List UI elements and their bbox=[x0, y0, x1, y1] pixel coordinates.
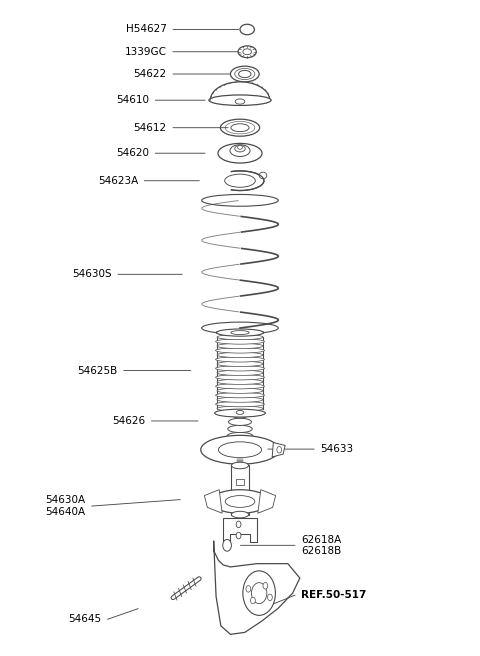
Polygon shape bbox=[223, 518, 257, 542]
Ellipse shape bbox=[220, 119, 260, 136]
Text: 54630A
54640A: 54630A 54640A bbox=[45, 495, 85, 517]
Ellipse shape bbox=[216, 366, 264, 371]
Ellipse shape bbox=[217, 361, 263, 367]
Circle shape bbox=[246, 586, 251, 592]
Circle shape bbox=[236, 532, 241, 539]
Ellipse shape bbox=[238, 146, 242, 150]
Ellipse shape bbox=[218, 442, 262, 458]
Ellipse shape bbox=[235, 99, 245, 104]
Polygon shape bbox=[210, 82, 270, 100]
Ellipse shape bbox=[216, 171, 264, 190]
Text: 54633: 54633 bbox=[321, 444, 354, 454]
Ellipse shape bbox=[217, 379, 263, 384]
Text: 54610: 54610 bbox=[116, 95, 149, 105]
Ellipse shape bbox=[243, 49, 252, 54]
Ellipse shape bbox=[231, 124, 249, 132]
Ellipse shape bbox=[217, 352, 263, 358]
Ellipse shape bbox=[235, 146, 245, 152]
Circle shape bbox=[263, 583, 268, 589]
Ellipse shape bbox=[225, 495, 255, 507]
Text: 62618A
62618B: 62618A 62618B bbox=[301, 535, 341, 556]
Text: 54623A: 54623A bbox=[98, 176, 138, 186]
Polygon shape bbox=[272, 443, 285, 457]
Ellipse shape bbox=[209, 95, 271, 106]
Text: 1339GC: 1339GC bbox=[125, 47, 167, 57]
Text: 54612: 54612 bbox=[133, 123, 167, 133]
Ellipse shape bbox=[217, 406, 263, 411]
Circle shape bbox=[277, 447, 282, 453]
Ellipse shape bbox=[217, 370, 263, 375]
Ellipse shape bbox=[216, 384, 264, 389]
Polygon shape bbox=[204, 489, 222, 513]
Ellipse shape bbox=[232, 412, 248, 418]
Ellipse shape bbox=[217, 388, 263, 394]
Ellipse shape bbox=[202, 194, 278, 206]
Ellipse shape bbox=[259, 173, 267, 178]
Text: 54620: 54620 bbox=[116, 148, 149, 158]
Ellipse shape bbox=[225, 174, 255, 187]
Ellipse shape bbox=[238, 46, 256, 58]
Polygon shape bbox=[214, 541, 300, 634]
Text: REF.50-517: REF.50-517 bbox=[301, 590, 367, 600]
Ellipse shape bbox=[216, 329, 264, 336]
Bar bbox=[231, 466, 249, 514]
Text: H54627: H54627 bbox=[126, 24, 167, 35]
Ellipse shape bbox=[217, 397, 263, 402]
Ellipse shape bbox=[240, 24, 254, 35]
Ellipse shape bbox=[230, 66, 259, 82]
Ellipse shape bbox=[228, 419, 252, 426]
Circle shape bbox=[236, 521, 241, 527]
Text: 54645: 54645 bbox=[68, 614, 101, 625]
Circle shape bbox=[267, 594, 272, 601]
Ellipse shape bbox=[216, 339, 264, 344]
Ellipse shape bbox=[239, 70, 251, 77]
Ellipse shape bbox=[216, 392, 264, 398]
Ellipse shape bbox=[217, 343, 263, 348]
Ellipse shape bbox=[217, 335, 263, 340]
Ellipse shape bbox=[216, 375, 264, 380]
Circle shape bbox=[252, 583, 267, 604]
Ellipse shape bbox=[231, 331, 249, 335]
Ellipse shape bbox=[236, 411, 244, 415]
Ellipse shape bbox=[201, 436, 279, 464]
Text: 54630S: 54630S bbox=[72, 270, 112, 279]
Bar bbox=[236, 479, 244, 485]
Polygon shape bbox=[258, 489, 276, 513]
Text: 54622: 54622 bbox=[133, 69, 167, 79]
Ellipse shape bbox=[202, 322, 278, 334]
Ellipse shape bbox=[216, 401, 264, 407]
Ellipse shape bbox=[216, 411, 264, 416]
Ellipse shape bbox=[230, 145, 250, 157]
Ellipse shape bbox=[216, 348, 264, 353]
Ellipse shape bbox=[210, 489, 270, 513]
Text: 54626: 54626 bbox=[112, 416, 145, 426]
Ellipse shape bbox=[231, 462, 249, 469]
Circle shape bbox=[251, 597, 255, 604]
Ellipse shape bbox=[227, 432, 253, 440]
Bar bbox=[237, 462, 243, 466]
Ellipse shape bbox=[216, 330, 264, 335]
Circle shape bbox=[243, 571, 276, 615]
Ellipse shape bbox=[228, 425, 252, 432]
Ellipse shape bbox=[231, 511, 249, 518]
Ellipse shape bbox=[218, 144, 262, 163]
Circle shape bbox=[223, 539, 231, 551]
Text: 54625B: 54625B bbox=[77, 365, 118, 375]
Ellipse shape bbox=[215, 409, 265, 417]
Ellipse shape bbox=[216, 357, 264, 362]
